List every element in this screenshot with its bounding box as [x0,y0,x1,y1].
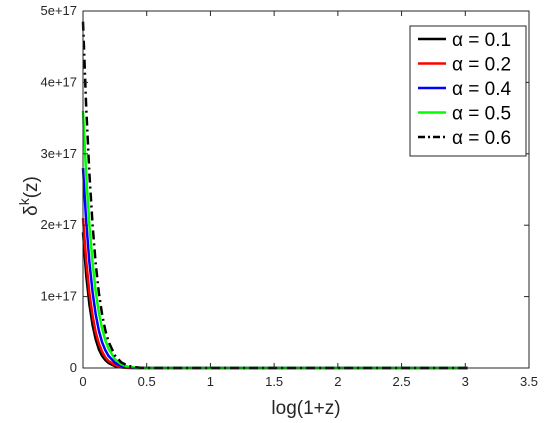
x-axis-ticks: 0 0.5 1 1.5 2 2.5 3 3.5 [79,11,538,389]
legend-label-5: α = 0.6 [452,128,511,149]
legend-label-2: α = 0.2 [452,55,511,76]
y-tick-label: 1e+17 [40,289,77,304]
y-axis-ticks: 0 1e+17 2e+17 3e+17 4e+17 5e+17 [40,3,529,375]
axes-box [82,10,530,369]
y-axis-label: δk(z) [16,176,42,216]
y-axis-label-main: δ [21,205,42,216]
y-tick-label: 0 [70,360,77,375]
x-axis-label: log(1+z) [271,398,340,419]
x-tick-label: 1.5 [265,374,283,389]
x-tick-label: 3.5 [520,374,538,389]
legend-box [409,25,527,157]
x-tick-label: 3 [462,374,469,389]
y-tick-label: 3e+17 [40,146,77,161]
series-line-5 [81,21,468,370]
y-tick-label: 2e+17 [40,217,77,232]
x-tick-label: 2.5 [393,374,411,389]
legend-label-3: α = 0.4 [452,79,511,100]
x-tick-label: 0 [79,374,86,389]
y-axis-label-tail: (z) [21,176,42,198]
x-tick-label: 0.5 [138,374,156,389]
y-axis-label-group: δk(z) [16,176,42,216]
y-axis-label-superscript: k [16,197,32,205]
x-tick-label: 2 [334,374,341,389]
legend-label-1: α = 0.1 [452,30,511,51]
y-tick-label: 5e+17 [40,3,77,18]
legend-label-4: α = 0.5 [452,104,511,125]
y-tick-label: 4e+17 [40,74,77,89]
legend: α = 0.1 α = 0.2 α = 0.4 α = 0.5 α = 0.6 [409,25,527,157]
x-tick-label: 1 [207,374,214,389]
